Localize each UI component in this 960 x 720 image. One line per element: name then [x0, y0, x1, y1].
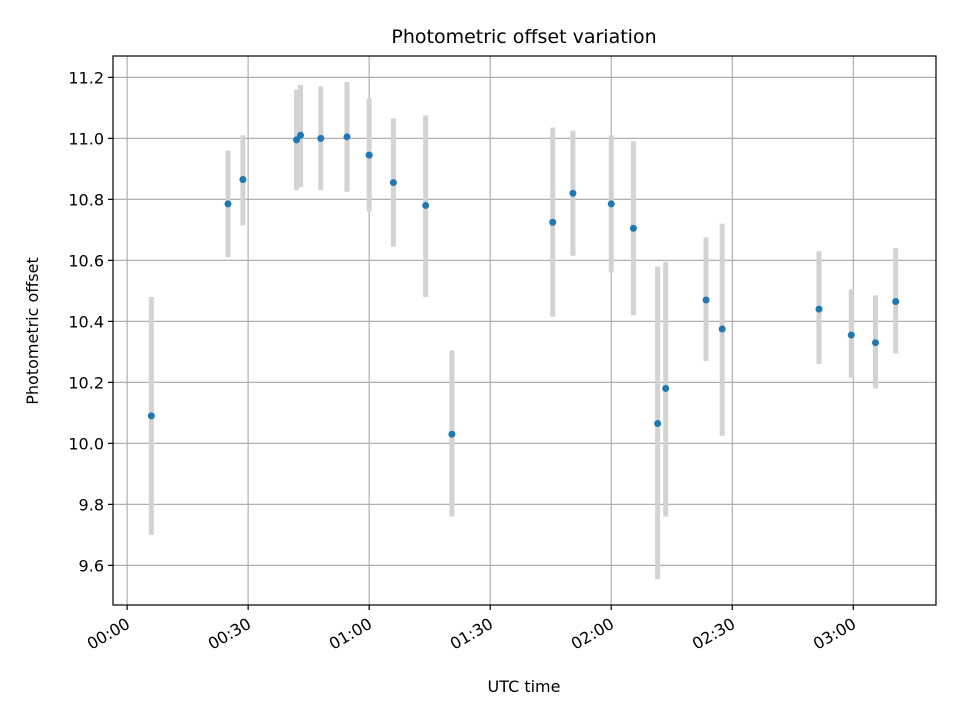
data-point — [317, 134, 325, 142]
data-point — [662, 384, 670, 392]
grid-lines — [113, 56, 936, 605]
data-point — [607, 200, 615, 208]
data-point — [239, 176, 247, 184]
data-point — [293, 136, 301, 144]
data-point — [815, 305, 823, 313]
data-point — [892, 298, 900, 306]
data-point — [569, 189, 577, 197]
data-point — [718, 325, 726, 333]
data-point — [365, 151, 373, 159]
data-point — [847, 331, 855, 339]
y-tick-label: 9.8 — [79, 495, 104, 514]
data-point — [448, 430, 456, 438]
x-axis-title: UTC time — [488, 677, 561, 696]
y-axis-title: Photometric offset — [23, 257, 42, 405]
y-tick-label: 11.2 — [68, 68, 104, 87]
y-tick-label: 10.2 — [68, 373, 104, 392]
y-tick-label: 10.6 — [68, 251, 104, 270]
y-tick-label: 10.0 — [68, 434, 104, 453]
y-tick-label: 10.8 — [68, 190, 104, 209]
data-point — [147, 412, 155, 420]
data-point — [654, 420, 662, 428]
y-axis-ticks: 9.6 9.8 10.0 10.2 10.4 10.6 10.8 11.0 11.2 — [68, 68, 113, 575]
chart-title: Photometric offset variation — [391, 26, 656, 48]
data-point — [871, 339, 879, 347]
data-point — [224, 200, 232, 208]
data-point — [629, 224, 637, 232]
data-points — [147, 131, 900, 438]
data-point — [343, 133, 351, 141]
data-point — [422, 201, 430, 209]
data-point — [549, 218, 557, 226]
y-tick-label: 9.6 — [79, 556, 104, 575]
data-point — [389, 179, 397, 187]
y-tick-label: 10.4 — [68, 312, 104, 331]
y-tick-label: 11.0 — [68, 129, 104, 148]
data-point — [702, 296, 710, 304]
data-point — [297, 131, 305, 139]
plot-frame — [112, 55, 937, 606]
